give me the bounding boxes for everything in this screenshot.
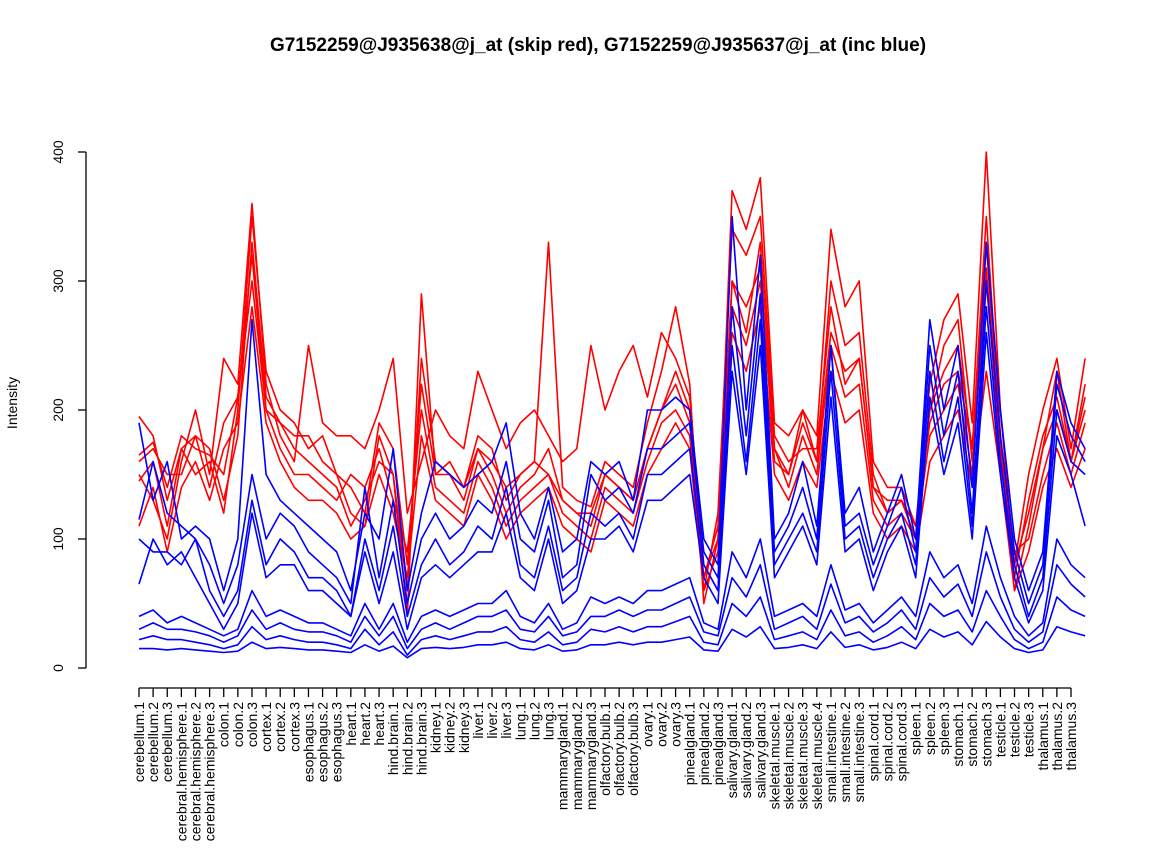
- x-tick-label: cerebellum.2: [145, 702, 161, 782]
- blue-series-line-8: [139, 620, 1086, 659]
- x-tick-label: spleen.2: [922, 702, 938, 755]
- x-tick-label: testicle.1: [992, 702, 1008, 757]
- x-tick-label: testicle.2: [1007, 702, 1023, 757]
- x-tick-label: mammarygland.1: [555, 702, 571, 810]
- x-tick-label: esophagus.1: [300, 702, 316, 782]
- blue-series-line-4: [138, 331, 1086, 631]
- y-axis-label: Intensity: [4, 377, 20, 429]
- red-series-group: [138, 151, 1086, 618]
- x-tick-label: salivary.gland.1: [724, 702, 740, 798]
- x-tick-label: stomach.1: [950, 702, 966, 767]
- x-tick-label: mammarygland.3: [583, 702, 599, 810]
- x-tick-label: kidney.3: [456, 702, 472, 753]
- blue-series-line-3: [138, 305, 1086, 618]
- x-tick-label: pinealgland.1: [682, 702, 698, 786]
- x-tick-label: olfactory.bulb.1: [597, 702, 613, 796]
- x-tick-label: skeletal.muscle.1: [766, 702, 782, 810]
- x-tick-label: liver.2: [484, 702, 500, 739]
- x-tick-label: ovary.1: [639, 702, 655, 747]
- x-tick-label: small.intestine.1: [823, 702, 839, 803]
- x-tick-label: lung.2: [526, 702, 542, 740]
- x-tick-label: liver.3: [498, 702, 514, 739]
- x-tick-label: colon.1: [216, 702, 232, 747]
- x-tick-label: ovary.3: [668, 702, 684, 747]
- x-tick-label: liver.1: [470, 702, 486, 739]
- x-tick-label: olfactory.bulb.2: [611, 702, 627, 796]
- x-tick-label: spinal.cord.2: [879, 702, 895, 782]
- x-tick-label: hind.brain.1: [385, 702, 401, 775]
- y-tick-label: 0: [50, 664, 66, 672]
- blue-series-group: [138, 215, 1086, 659]
- x-tick-label: cortex.3: [286, 702, 302, 752]
- x-tick-label: cerebral.hemisphere.3: [202, 702, 218, 842]
- blue-series-line-7: [138, 589, 1086, 656]
- chart-title: G7152259@J935638@j_at (skip red), G71522…: [270, 35, 926, 56]
- blue-series-line-1: [138, 215, 1086, 592]
- x-tick-label: pinealgland.3: [710, 702, 726, 786]
- y-tick-label: 400: [50, 140, 66, 164]
- x-tick-label: lung.3: [541, 702, 557, 740]
- x-tick-label: small.intestine.3: [851, 702, 867, 803]
- x-axis: cerebellum.1cerebellum.2cerebellum.3cere…: [131, 687, 1079, 842]
- x-tick-label: colon.2: [230, 702, 246, 747]
- x-tick-label: heart.3: [371, 702, 387, 746]
- blue-series-line-2: [138, 280, 1086, 605]
- x-tick-label: esophagus.3: [329, 702, 345, 782]
- x-tick-label: kidney.1: [428, 702, 444, 753]
- x-tick-label: mammarygland.2: [569, 702, 585, 810]
- x-tick-label: spinal.cord.1: [865, 702, 881, 782]
- y-axis: 0 100 200 300 400: [50, 140, 87, 672]
- x-tick-label: cortex.1: [258, 702, 274, 752]
- x-tick-label: lung.1: [512, 702, 528, 740]
- x-tick-label: salivary.gland.2: [738, 702, 754, 798]
- x-tick-label: stomach.2: [964, 702, 980, 767]
- x-tick-label: cerebellum.3: [159, 702, 175, 782]
- x-tick-label: pinealgland.2: [696, 702, 712, 786]
- x-tick-label: spleen.3: [936, 702, 952, 755]
- x-tick-label: ovary.2: [653, 702, 669, 747]
- x-tick-label: small.intestine.2: [837, 702, 853, 803]
- y-tick-label: 100: [50, 527, 66, 551]
- x-tick-label: heart.1: [343, 702, 359, 746]
- x-tick-label: cerebral.hemisphere.2: [187, 702, 203, 842]
- x-tick-label: thalamus.2: [1049, 702, 1065, 771]
- x-tick-label: spinal.cord.3: [894, 702, 910, 782]
- x-tick-label: salivary.gland.3: [752, 702, 768, 798]
- y-tick-label: 300: [50, 269, 66, 293]
- x-tick-label: colon.3: [244, 702, 260, 747]
- x-tick-label: hind.brain.2: [399, 702, 415, 775]
- x-tick-label: thalamus.3: [1063, 702, 1079, 771]
- x-tick-label: cerebral.hemisphere.1: [173, 702, 189, 842]
- x-tick-label: testicle.3: [1021, 702, 1037, 757]
- x-tick-label: hind.brain.3: [413, 702, 429, 775]
- y-tick-label: 200: [50, 398, 66, 422]
- x-tick-label: cerebellum.1: [131, 702, 147, 782]
- x-tick-label: olfactory.bulb.3: [625, 702, 641, 796]
- x-tick-label: skeletal.muscle.2: [781, 702, 797, 810]
- x-tick-label: thalamus.1: [1035, 702, 1051, 771]
- x-tick-label: kidney.2: [442, 702, 458, 753]
- x-tick-label: skeletal.muscle.4: [809, 702, 825, 810]
- x-tick-label: skeletal.muscle.3: [795, 702, 811, 810]
- x-tick-label: esophagus.2: [315, 702, 331, 782]
- x-tick-label: stomach.3: [978, 702, 994, 767]
- blue-series-line-6: [138, 551, 1086, 650]
- x-tick-label: spleen.1: [908, 702, 924, 755]
- x-tick-label: heart.2: [357, 702, 373, 746]
- blue-series-line-5: [138, 525, 1086, 644]
- red-series-line-5: [138, 305, 1086, 592]
- x-tick-label: cortex.2: [272, 702, 288, 752]
